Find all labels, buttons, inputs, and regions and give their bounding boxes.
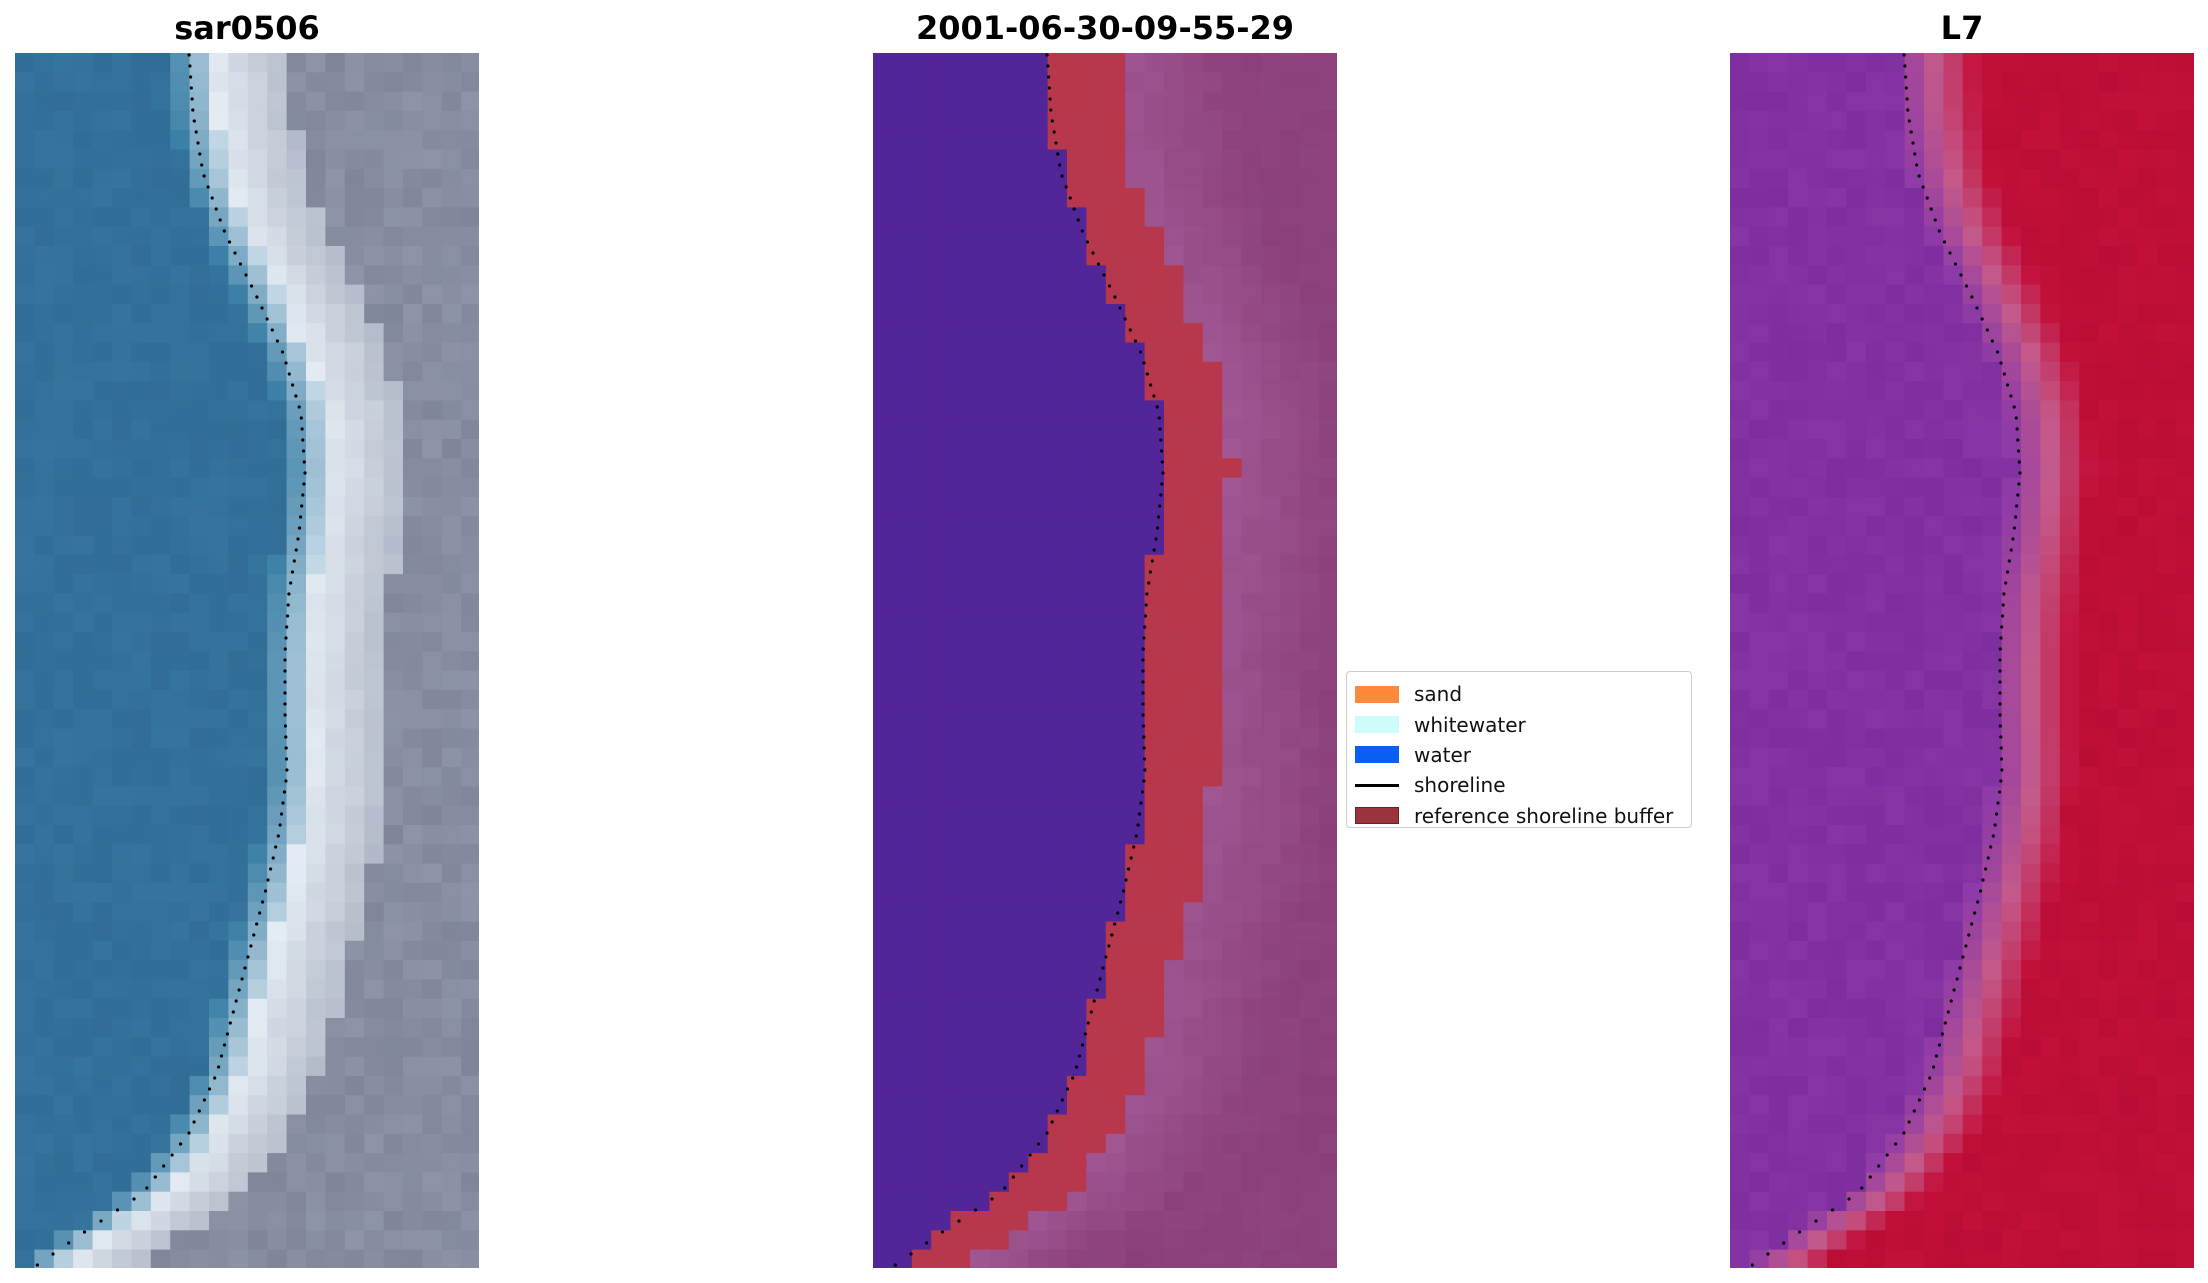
- rgb-image-pixels: [15, 53, 479, 1268]
- shoreline-line-swatch: [1355, 783, 1399, 787]
- whitewater-swatch: [1355, 716, 1399, 734]
- legend-item-water: water: [1347, 740, 1691, 770]
- legend-label-water: water: [1414, 742, 1471, 767]
- legend-label-reference-buffer: reference shoreline buffer: [1414, 803, 1674, 828]
- panel-title-left: sar0506: [174, 9, 320, 47]
- legend-label-shoreline: shoreline: [1414, 773, 1506, 798]
- rgb-image-panel: [15, 53, 479, 1268]
- legend-label-whitewater: whitewater: [1414, 712, 1526, 737]
- index-image-pixels: [1730, 53, 2194, 1268]
- index-image-panel: [1730, 53, 2194, 1268]
- sand-swatch: [1355, 685, 1399, 703]
- classified-image-pixels: [873, 53, 1337, 1268]
- shoreline-dots: [35, 53, 307, 1267]
- legend: sand whitewater water shoreline referenc…: [1346, 671, 1692, 828]
- water-swatch: [1355, 746, 1399, 764]
- shoreline-dots: [893, 53, 1165, 1267]
- panel-title-right: L7: [1940, 9, 1984, 47]
- legend-item-sand: sand: [1347, 679, 1691, 709]
- panel-title-center: 2001-06-30-09-55-29: [915, 9, 1295, 47]
- legend-label-sand: sand: [1414, 682, 1463, 707]
- shoreline-dots: [1750, 53, 2022, 1267]
- legend-item-shoreline: shoreline: [1347, 770, 1691, 800]
- legend-item-reference-buffer: reference shoreline buffer: [1347, 801, 1691, 831]
- classified-image-panel: [873, 53, 1337, 1268]
- reference-buffer-swatch: [1355, 807, 1399, 825]
- legend-item-whitewater: whitewater: [1347, 709, 1691, 739]
